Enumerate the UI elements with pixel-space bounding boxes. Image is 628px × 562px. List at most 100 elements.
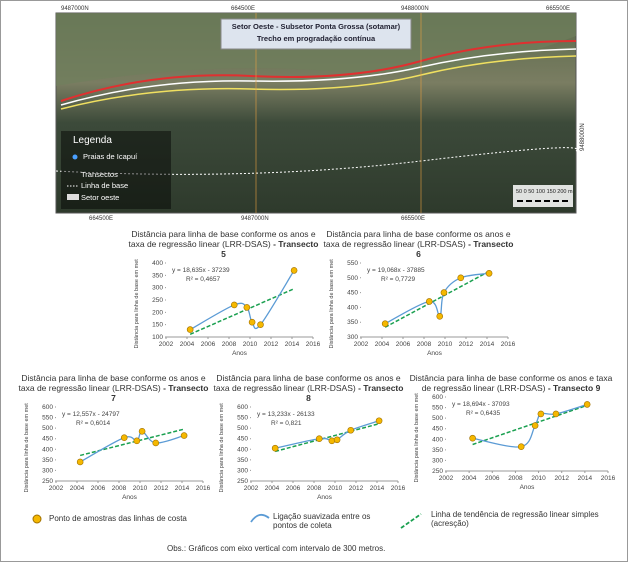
x-tick-label: 2004: [180, 341, 195, 348]
chart-subtitle: - Transecto 8: [306, 383, 404, 403]
chart-title: Distância para linha de base conforme os…: [18, 373, 206, 393]
x-tick-label: 2002: [49, 485, 64, 492]
chart-title-box: Distância para linha de base conforme os…: [406, 373, 616, 393]
legend-icon: [67, 194, 79, 200]
y-tick-label: 400: [152, 260, 163, 267]
map-subtitle: Trecho em progradação contínua: [257, 34, 376, 43]
y-tick-label: 350: [42, 457, 53, 464]
x-tick-label: 2016: [306, 341, 321, 348]
point: [583, 401, 591, 408]
x-tick-label: 2006: [396, 341, 411, 348]
trend-line: [79, 428, 185, 457]
y-tick-label: 300: [152, 285, 163, 292]
y-tick-label: 600: [237, 404, 248, 411]
point: [248, 318, 256, 326]
y-axis-label: Distância para linha de base em metros: [24, 403, 30, 492]
x-tick-label: 2016: [601, 475, 616, 482]
r-squared: R² = 0,6435: [466, 410, 501, 417]
y-tick-label: 550: [42, 415, 53, 422]
coord: 9487000N: [61, 6, 89, 12]
point: [186, 326, 194, 333]
point: [257, 321, 264, 328]
y-tick-label: 600: [432, 394, 443, 401]
point: [230, 301, 238, 309]
x-tick-label: 2004: [462, 475, 477, 482]
shoreline: [60, 55, 577, 110]
point: [425, 298, 433, 305]
x-tick-label: 2014: [370, 485, 385, 492]
point: [552, 410, 560, 418]
equation: y = 18,694x - 37093: [452, 401, 510, 408]
map-title: Setor Oeste - Subsetor Ponta Grossa (sot…: [232, 22, 401, 31]
plot: 100 150 200 250 300 350 400 2002 2004 2006 2008 201…: [134, 251, 321, 357]
y-axis-label: Distância para linha de base em metros: [414, 393, 420, 482]
baseline: [55, 147, 578, 175]
chart-title-box: Distância para linha de base conforme os…: [321, 229, 516, 259]
y-tick-label: 400: [432, 436, 443, 443]
point: [457, 274, 465, 282]
map: Setor Oeste - Subsetor Ponta Grossa (sot…: [55, 6, 586, 222]
point: [381, 320, 389, 327]
y-tick-label: 450: [237, 436, 248, 443]
point: [328, 437, 336, 445]
x-tick-label: 2002: [354, 341, 369, 348]
chart: Distância para linha de base conforme os…: [321, 229, 516, 364]
chart: Distância para linha de base conforme os…: [16, 373, 211, 508]
chart-title: Distância para linha de base conforme os…: [323, 229, 511, 249]
r-squared: R² = 0,6014: [76, 420, 111, 427]
plot: 300 350 400 450 500 550 2002 2004 2006 2008 2010 20…: [329, 251, 516, 357]
point: [517, 443, 525, 450]
y-tick-label: 100: [152, 334, 163, 341]
y-tick-label: 450: [42, 436, 53, 443]
y-tick-label: 300: [237, 467, 248, 474]
point: [333, 436, 341, 444]
r-squared: R² = 0,4657: [186, 276, 221, 283]
legend-text: Linha de tendência de regressão linear s…: [431, 510, 599, 528]
x-tick-label: 2016: [196, 485, 211, 492]
y-tick-label: 300: [42, 467, 53, 474]
x-tick-label: 2010: [133, 485, 148, 492]
point: [537, 410, 545, 418]
y-tick-label: 300: [432, 457, 443, 464]
point: [290, 267, 298, 274]
y-axis-label: Distância para linha de base em metros: [329, 259, 335, 348]
trend-line: [384, 270, 490, 328]
y-tick-label: 500: [237, 425, 248, 432]
x-tick-label: 2012: [554, 475, 569, 482]
y-tick-label: 400: [347, 304, 358, 311]
x-tick-label: 2010: [243, 341, 258, 348]
y-tick-label: 250: [152, 297, 163, 304]
map-legend-item: Praias de Icapuí: [83, 152, 138, 161]
point: [469, 434, 476, 442]
equation: y = 12,557x - 24797: [62, 411, 120, 418]
plot: 250 300 350 400 450 500 550 600 2002 2004 2006 2008…: [414, 385, 616, 491]
y-tick-label: 250: [237, 478, 248, 485]
chart-title-box: Distância para linha de base conforme os…: [126, 229, 321, 259]
y-tick-label: 500: [432, 415, 443, 422]
y-tick-label: 500: [42, 425, 53, 432]
point: [315, 435, 323, 443]
x-tick-label: 2002: [439, 475, 454, 482]
x-tick-label: 2008: [508, 475, 523, 482]
y-tick-label: 400: [237, 446, 248, 453]
r-squared: R² = 0,821: [271, 420, 302, 427]
y-tick-label: 250: [432, 468, 443, 475]
y-tick-label: 350: [237, 457, 248, 464]
point: [76, 458, 84, 466]
chart-title-box: Distância para linha de base conforme os…: [16, 373, 211, 403]
x-tick-label: 2014: [175, 485, 190, 492]
chart-subtitle: - Transecto 5: [221, 239, 319, 259]
map-legend-item: Linha de base: [81, 181, 128, 190]
x-tick-label: 2014: [578, 475, 593, 482]
x-tick-label: 2012: [154, 485, 169, 492]
x-tick-label: 2004: [265, 485, 280, 492]
coord: 664500E: [89, 216, 113, 222]
point: [485, 270, 493, 277]
y-tick-label: 200: [152, 309, 163, 316]
x-axis-label: Anos: [520, 484, 536, 491]
chart-title: Distância para linha de base conforme os…: [213, 373, 401, 393]
x-axis-label: Anos: [317, 494, 333, 501]
plot: 250 300 350 400 450 500 550 600 2002 2004 2006 2008…: [219, 395, 406, 501]
x-axis-label: Anos: [427, 350, 443, 357]
